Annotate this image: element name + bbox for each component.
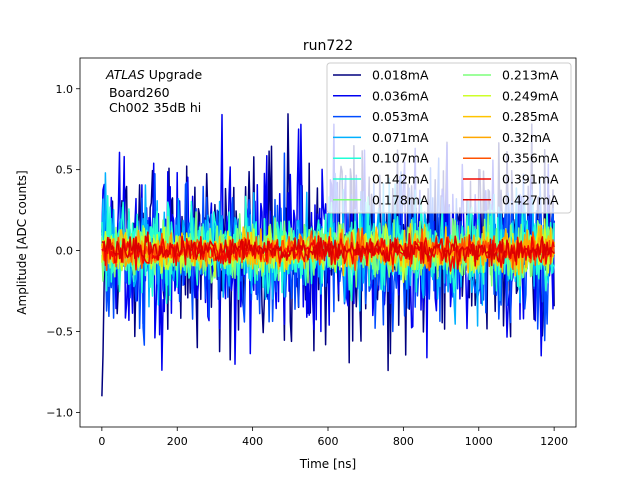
legend-label: 0.249mA: [502, 88, 559, 103]
annotation-atlas: ATLAS: [105, 67, 145, 82]
x-tick-label: 0: [98, 435, 105, 448]
x-tick-label: 800: [393, 435, 414, 448]
y-tick-label: 0.5: [56, 164, 74, 177]
x-axis-label: Time [ns]: [299, 457, 356, 471]
x-tick-label: 400: [242, 435, 263, 448]
annotation-line-2: Board260: [109, 85, 170, 100]
legend-box: [326, 62, 572, 214]
x-axis: 0 200 400 600 800 1000 1200: [98, 427, 568, 448]
legend-label: 0.32mA: [502, 130, 551, 145]
legend-label: 0.036mA: [372, 88, 429, 103]
x-tick-label: 600: [318, 435, 339, 448]
plot-traces: [101, 113, 555, 397]
legend-label: 0.142mA: [372, 172, 429, 187]
y-axis-label: Amplitude [ADC counts]: [15, 170, 29, 314]
legend-label: 0.427mA: [502, 192, 559, 207]
x-tick-label: 1200: [540, 435, 568, 448]
annotation-upgrade: Upgrade: [145, 67, 203, 82]
legend: 0.018mA 0.036mA 0.053mA 0.071mA 0.107mA 0.142…: [326, 62, 572, 214]
legend-label: 0.178mA: [372, 192, 429, 207]
legend-label: 0.107mA: [372, 151, 429, 166]
legend-label: 0.213mA: [502, 68, 559, 83]
x-tick-label: 1000: [465, 435, 493, 448]
legend-label: 0.391mA: [502, 172, 559, 187]
chart-title: run722: [303, 38, 353, 54]
y-tick-label: 1.0: [56, 83, 74, 96]
y-tick-label: −1.0: [46, 406, 73, 419]
legend-label: 0.285mA: [502, 109, 559, 124]
x-tick-label: 200: [167, 435, 188, 448]
annotation-line-3: Ch002 35dB hi: [109, 100, 201, 115]
legend-label: 0.356mA: [502, 151, 559, 166]
annotation: ATLAS Upgrade Board260 Ch002 35dB hi: [105, 67, 202, 115]
annotation-line-1: ATLAS Upgrade: [105, 67, 202, 82]
y-axis: −1.0 −0.5 0.0 0.5 1.0: [46, 83, 80, 419]
legend-label: 0.071mA: [372, 130, 429, 145]
legend-label: 0.053mA: [372, 109, 429, 124]
y-tick-label: 0.0: [56, 245, 74, 258]
series-line-13: [101, 231, 555, 270]
series-line-4: [101, 195, 555, 305]
legend-label: 0.018mA: [372, 68, 429, 83]
y-tick-label: −0.5: [46, 326, 73, 339]
